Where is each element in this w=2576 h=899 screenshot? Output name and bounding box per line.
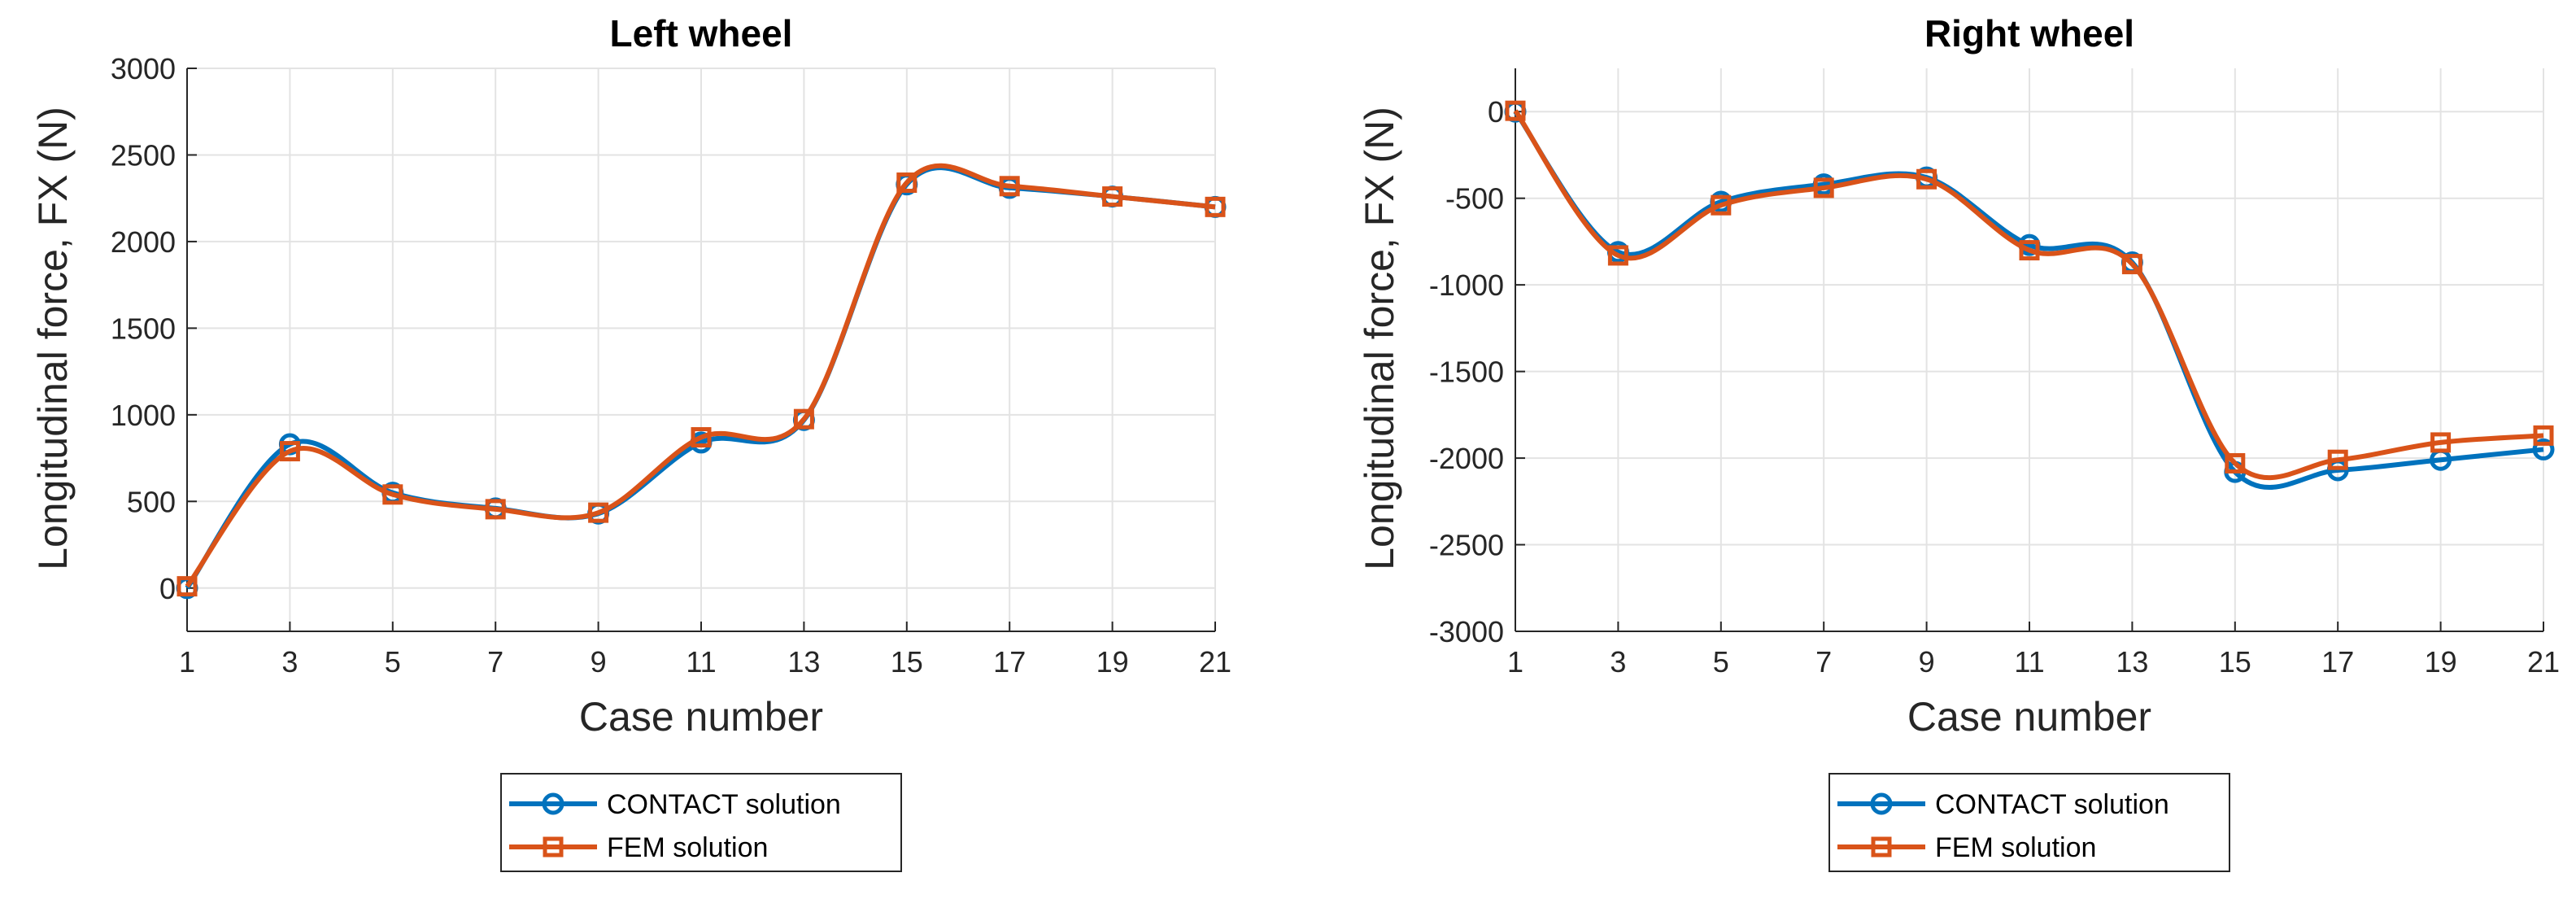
x-tick-label: 21	[2527, 645, 2560, 679]
legend-label-fem: FEM solution	[1935, 832, 2096, 863]
x-tick-label: 11	[686, 645, 716, 679]
y-tick-label: -3000	[1429, 615, 1504, 648]
data-point-fem	[1505, 100, 1526, 121]
y-tick-label: 500	[127, 485, 176, 518]
grid	[186, 68, 1216, 631]
y-tick-label: 0	[1488, 95, 1504, 129]
x-tick-label: 7	[1815, 645, 1832, 679]
legend-marker-contact	[542, 792, 564, 815]
legend-box	[500, 773, 902, 872]
x-tick-label: 13	[787, 645, 820, 679]
data-point-fem	[1916, 168, 1937, 190]
data-point-fem	[896, 172, 918, 194]
legend-marker-contact	[1870, 792, 1893, 815]
y-axis-label: Longitudinal force, FX (N)	[30, 107, 76, 570]
data-point-contact	[2532, 438, 2555, 460]
data-point-fem	[999, 176, 1020, 197]
x-tick-label: 3	[1610, 645, 1626, 679]
x-tick-label: 19	[2425, 645, 2457, 679]
x-tick-label: 1	[179, 645, 195, 679]
data-point-fem	[1102, 186, 1123, 207]
series-line-contact	[1513, 110, 2544, 490]
chart-title: Right wheel	[1924, 12, 2134, 55]
y-tick-label: 2000	[111, 225, 176, 259]
data-point-fem	[2533, 425, 2554, 446]
x-tick-label: 15	[2219, 645, 2251, 679]
legend-box	[1828, 773, 2230, 872]
grid	[1515, 68, 2544, 632]
right-chart-panel: Right wheel Case number Longitudinal for…	[1357, 12, 2560, 872]
legend-label-fem: FEM solution	[607, 832, 768, 863]
data-point-fem	[588, 502, 609, 523]
data-point-fem	[2327, 449, 2348, 470]
x-tick-label: 21	[1199, 645, 1231, 679]
data-point-fem	[1813, 177, 1834, 199]
data-point-fem	[691, 427, 712, 448]
x-tick-label: 9	[591, 645, 607, 679]
x-tick-label: 3	[281, 645, 298, 679]
data-point-fem	[1205, 196, 1226, 217]
y-tick-label: -500	[1445, 182, 1504, 216]
x-tick-label: 11	[2014, 645, 2044, 679]
data-point-fem	[382, 484, 403, 505]
data-point-fem	[1607, 245, 1628, 266]
legend-marker-fem	[543, 836, 564, 858]
x-tick-label: 9	[1919, 645, 1935, 679]
y-tick-label: 3000	[111, 52, 176, 85]
x-tick-label: 17	[2321, 645, 2354, 679]
y-tick-label: 0	[159, 572, 176, 605]
y-tick-label: 1500	[111, 312, 176, 345]
legend-marker-fem	[1871, 836, 1892, 858]
legend: CONTACT solution FEM solution	[500, 773, 902, 872]
x-tick-label: 7	[487, 645, 503, 679]
legend: CONTACT solution FEM solution	[1828, 773, 2230, 872]
data-point-fem	[2121, 254, 2142, 275]
data-point-fem	[2430, 432, 2452, 453]
y-tick-label: -2500	[1429, 529, 1504, 562]
y-axis-label: Longitudinal force, FX (N)	[1357, 107, 1402, 570]
x-tick-label: 5	[385, 645, 401, 679]
data-point-fem	[279, 441, 300, 462]
x-tick-label: 13	[2116, 645, 2148, 679]
data-point-fem	[1711, 194, 1732, 216]
y-tick-label: -1500	[1429, 356, 1504, 389]
left-chart-panel: Left wheel Case number Longitudinal forc…	[30, 12, 1231, 872]
data-point-fem	[2019, 240, 2040, 261]
y-tick-label: -2000	[1429, 442, 1504, 475]
x-tick-label: 15	[891, 645, 923, 679]
y-tick-label: -1000	[1429, 268, 1504, 302]
x-tick-label: 5	[1713, 645, 1729, 679]
x-tick-label: 1	[1507, 645, 1523, 679]
data-point-fem	[177, 576, 198, 597]
x-tick-label: 19	[1096, 645, 1129, 679]
x-axis-label: Case number	[1907, 694, 2151, 740]
y-tick-label: 2500	[111, 138, 176, 172]
x-tick-label: 17	[993, 645, 1026, 679]
legend-label-contact: CONTACT solution	[1935, 789, 2169, 820]
chart-title: Left wheel	[610, 12, 793, 55]
legend-label-contact: CONTACT solution	[607, 789, 841, 820]
x-axis-label: Case number	[579, 694, 823, 740]
y-tick-label: 1000	[111, 399, 176, 432]
series-line-fem	[1513, 109, 2544, 481]
data-point-fem	[793, 408, 814, 430]
data-point-fem	[2225, 452, 2246, 474]
data-point-fem	[485, 499, 506, 520]
